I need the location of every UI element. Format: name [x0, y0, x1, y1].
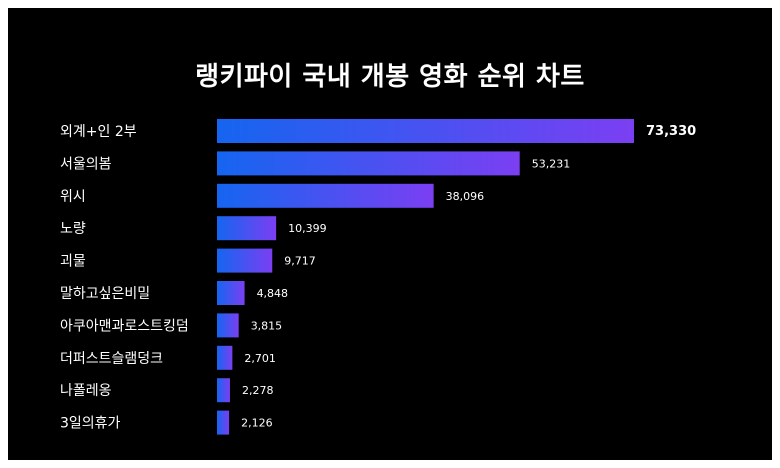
- value-label: 2,126: [241, 417, 273, 430]
- value-label: 10,399: [288, 222, 327, 235]
- bar: [217, 248, 273, 273]
- value-label: 38,096: [446, 190, 485, 203]
- bar: [217, 183, 434, 208]
- category-label: 위시: [60, 189, 86, 205]
- category-label: 더퍼스트슬램덩크: [60, 351, 163, 367]
- value-label: 53,231: [532, 157, 571, 170]
- category-label: 아쿠아맨과로스트킹덤: [60, 318, 189, 334]
- category-label: 나폴레옹: [60, 383, 112, 399]
- value-label: 3,815: [251, 319, 283, 332]
- bar: [217, 410, 230, 435]
- value-label: 4,848: [257, 287, 289, 300]
- bars-layer: 외계+인 2부 73,330 서울의봄 53,231 위시 38,096 노량 10,399 괴…: [60, 119, 696, 435]
- category-label: 외계+인 2부: [60, 124, 137, 140]
- bar-chart-plot: 외계+인 2부 73,330 서울의봄 53,231 위시 38,096 노량 10,399 괴…: [60, 119, 696, 435]
- category-label: 3일의휴가: [60, 416, 121, 432]
- category-label: 말하고싶은비밀: [60, 286, 150, 302]
- category-label: 서울의봄: [60, 156, 112, 172]
- category-label: 괴물: [60, 254, 86, 270]
- bar: [217, 313, 239, 338]
- bar: [217, 345, 233, 370]
- category-label: 노량: [60, 221, 86, 237]
- value-label: 9,717: [284, 255, 316, 268]
- bar: [217, 151, 520, 176]
- chart-title: 랭키파이 국내 개봉 영화 순위 차트: [195, 62, 585, 92]
- bar: [217, 281, 245, 305]
- bar: [217, 119, 634, 143]
- chart-frame: 랭키파이 국내 개봉 영화 순위 차트 외계+인 2부 73,330 서울의봄 53,…: [8, 8, 772, 460]
- bar: [217, 378, 230, 403]
- value-label: 73,330: [646, 124, 696, 139]
- bar: [217, 216, 277, 241]
- value-label: 2,701: [244, 352, 275, 365]
- value-label: 2,278: [242, 384, 274, 397]
